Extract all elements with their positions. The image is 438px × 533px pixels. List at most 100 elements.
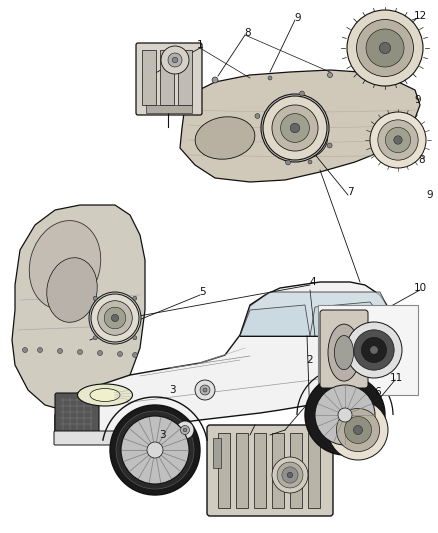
Ellipse shape: [29, 221, 101, 309]
Bar: [218, 433, 230, 508]
Circle shape: [338, 408, 352, 422]
Ellipse shape: [272, 120, 328, 160]
Bar: [146, 105, 192, 113]
Text: 1: 1: [197, 40, 203, 50]
Circle shape: [379, 42, 391, 54]
Circle shape: [93, 336, 97, 340]
Circle shape: [300, 91, 304, 96]
Circle shape: [133, 352, 138, 358]
Circle shape: [336, 408, 380, 451]
Circle shape: [116, 411, 194, 489]
Circle shape: [347, 10, 423, 86]
Circle shape: [268, 76, 272, 80]
Circle shape: [287, 472, 293, 478]
Circle shape: [370, 346, 378, 354]
Circle shape: [161, 46, 189, 74]
FancyBboxPatch shape: [320, 310, 368, 388]
Circle shape: [346, 322, 402, 378]
Circle shape: [263, 96, 327, 160]
Text: 9: 9: [415, 95, 421, 105]
Circle shape: [305, 375, 385, 455]
Text: 6: 6: [374, 387, 381, 397]
Circle shape: [91, 294, 139, 342]
FancyBboxPatch shape: [54, 431, 151, 445]
Text: 5: 5: [199, 287, 205, 297]
Bar: [318, 305, 418, 395]
Circle shape: [111, 314, 119, 321]
Circle shape: [272, 457, 308, 493]
Text: 3: 3: [159, 430, 165, 440]
Polygon shape: [310, 302, 378, 336]
Ellipse shape: [78, 384, 133, 406]
Text: 9: 9: [427, 190, 433, 200]
Circle shape: [328, 400, 388, 460]
Text: 8: 8: [245, 28, 251, 38]
Circle shape: [366, 29, 404, 67]
Circle shape: [22, 348, 28, 352]
Circle shape: [183, 428, 187, 432]
Circle shape: [345, 416, 371, 443]
Circle shape: [104, 307, 126, 329]
Circle shape: [315, 385, 375, 445]
Text: 3: 3: [169, 385, 175, 395]
Ellipse shape: [47, 257, 97, 322]
Circle shape: [117, 351, 123, 357]
Polygon shape: [375, 313, 390, 336]
FancyBboxPatch shape: [136, 43, 202, 115]
Circle shape: [168, 53, 182, 67]
Circle shape: [353, 425, 363, 434]
Text: 12: 12: [413, 11, 427, 21]
Circle shape: [176, 421, 194, 439]
Bar: [236, 433, 248, 508]
Circle shape: [212, 77, 218, 83]
Bar: [254, 433, 266, 508]
Polygon shape: [240, 305, 310, 336]
Text: 4: 4: [310, 277, 316, 287]
Polygon shape: [55, 282, 395, 440]
Circle shape: [290, 123, 300, 133]
Circle shape: [394, 136, 402, 144]
Circle shape: [272, 105, 318, 151]
Circle shape: [308, 160, 312, 164]
Circle shape: [98, 301, 132, 335]
Circle shape: [385, 127, 410, 152]
Circle shape: [361, 337, 387, 362]
Circle shape: [133, 336, 137, 340]
FancyBboxPatch shape: [55, 393, 99, 435]
Circle shape: [281, 114, 309, 142]
Circle shape: [180, 425, 190, 434]
Circle shape: [203, 388, 207, 392]
Text: 7: 7: [347, 187, 353, 197]
Circle shape: [357, 20, 413, 77]
Bar: [160, 50, 174, 105]
Circle shape: [282, 467, 298, 483]
Text: 10: 10: [413, 283, 427, 293]
Circle shape: [327, 143, 332, 148]
Circle shape: [78, 350, 82, 354]
Ellipse shape: [90, 389, 120, 401]
Polygon shape: [240, 292, 390, 336]
Circle shape: [277, 462, 303, 488]
Circle shape: [89, 292, 141, 344]
Circle shape: [98, 351, 102, 356]
Circle shape: [93, 296, 97, 300]
FancyBboxPatch shape: [207, 425, 333, 516]
Circle shape: [195, 380, 215, 400]
Text: 9: 9: [295, 13, 301, 23]
Circle shape: [261, 94, 329, 162]
Ellipse shape: [334, 335, 353, 370]
Polygon shape: [180, 70, 420, 182]
Polygon shape: [12, 205, 145, 412]
Circle shape: [110, 405, 200, 495]
Circle shape: [200, 385, 210, 395]
Bar: [142, 50, 156, 105]
Bar: [308, 433, 320, 508]
Text: 8: 8: [419, 155, 425, 165]
Bar: [290, 433, 302, 508]
Circle shape: [133, 296, 137, 300]
Circle shape: [255, 114, 260, 118]
Bar: [178, 50, 192, 105]
Text: 2: 2: [307, 355, 313, 365]
Circle shape: [378, 120, 418, 160]
Circle shape: [147, 442, 163, 458]
